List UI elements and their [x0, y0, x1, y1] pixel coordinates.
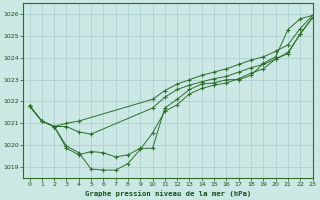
X-axis label: Graphe pression niveau de la mer (hPa): Graphe pression niveau de la mer (hPa) [85, 190, 251, 197]
